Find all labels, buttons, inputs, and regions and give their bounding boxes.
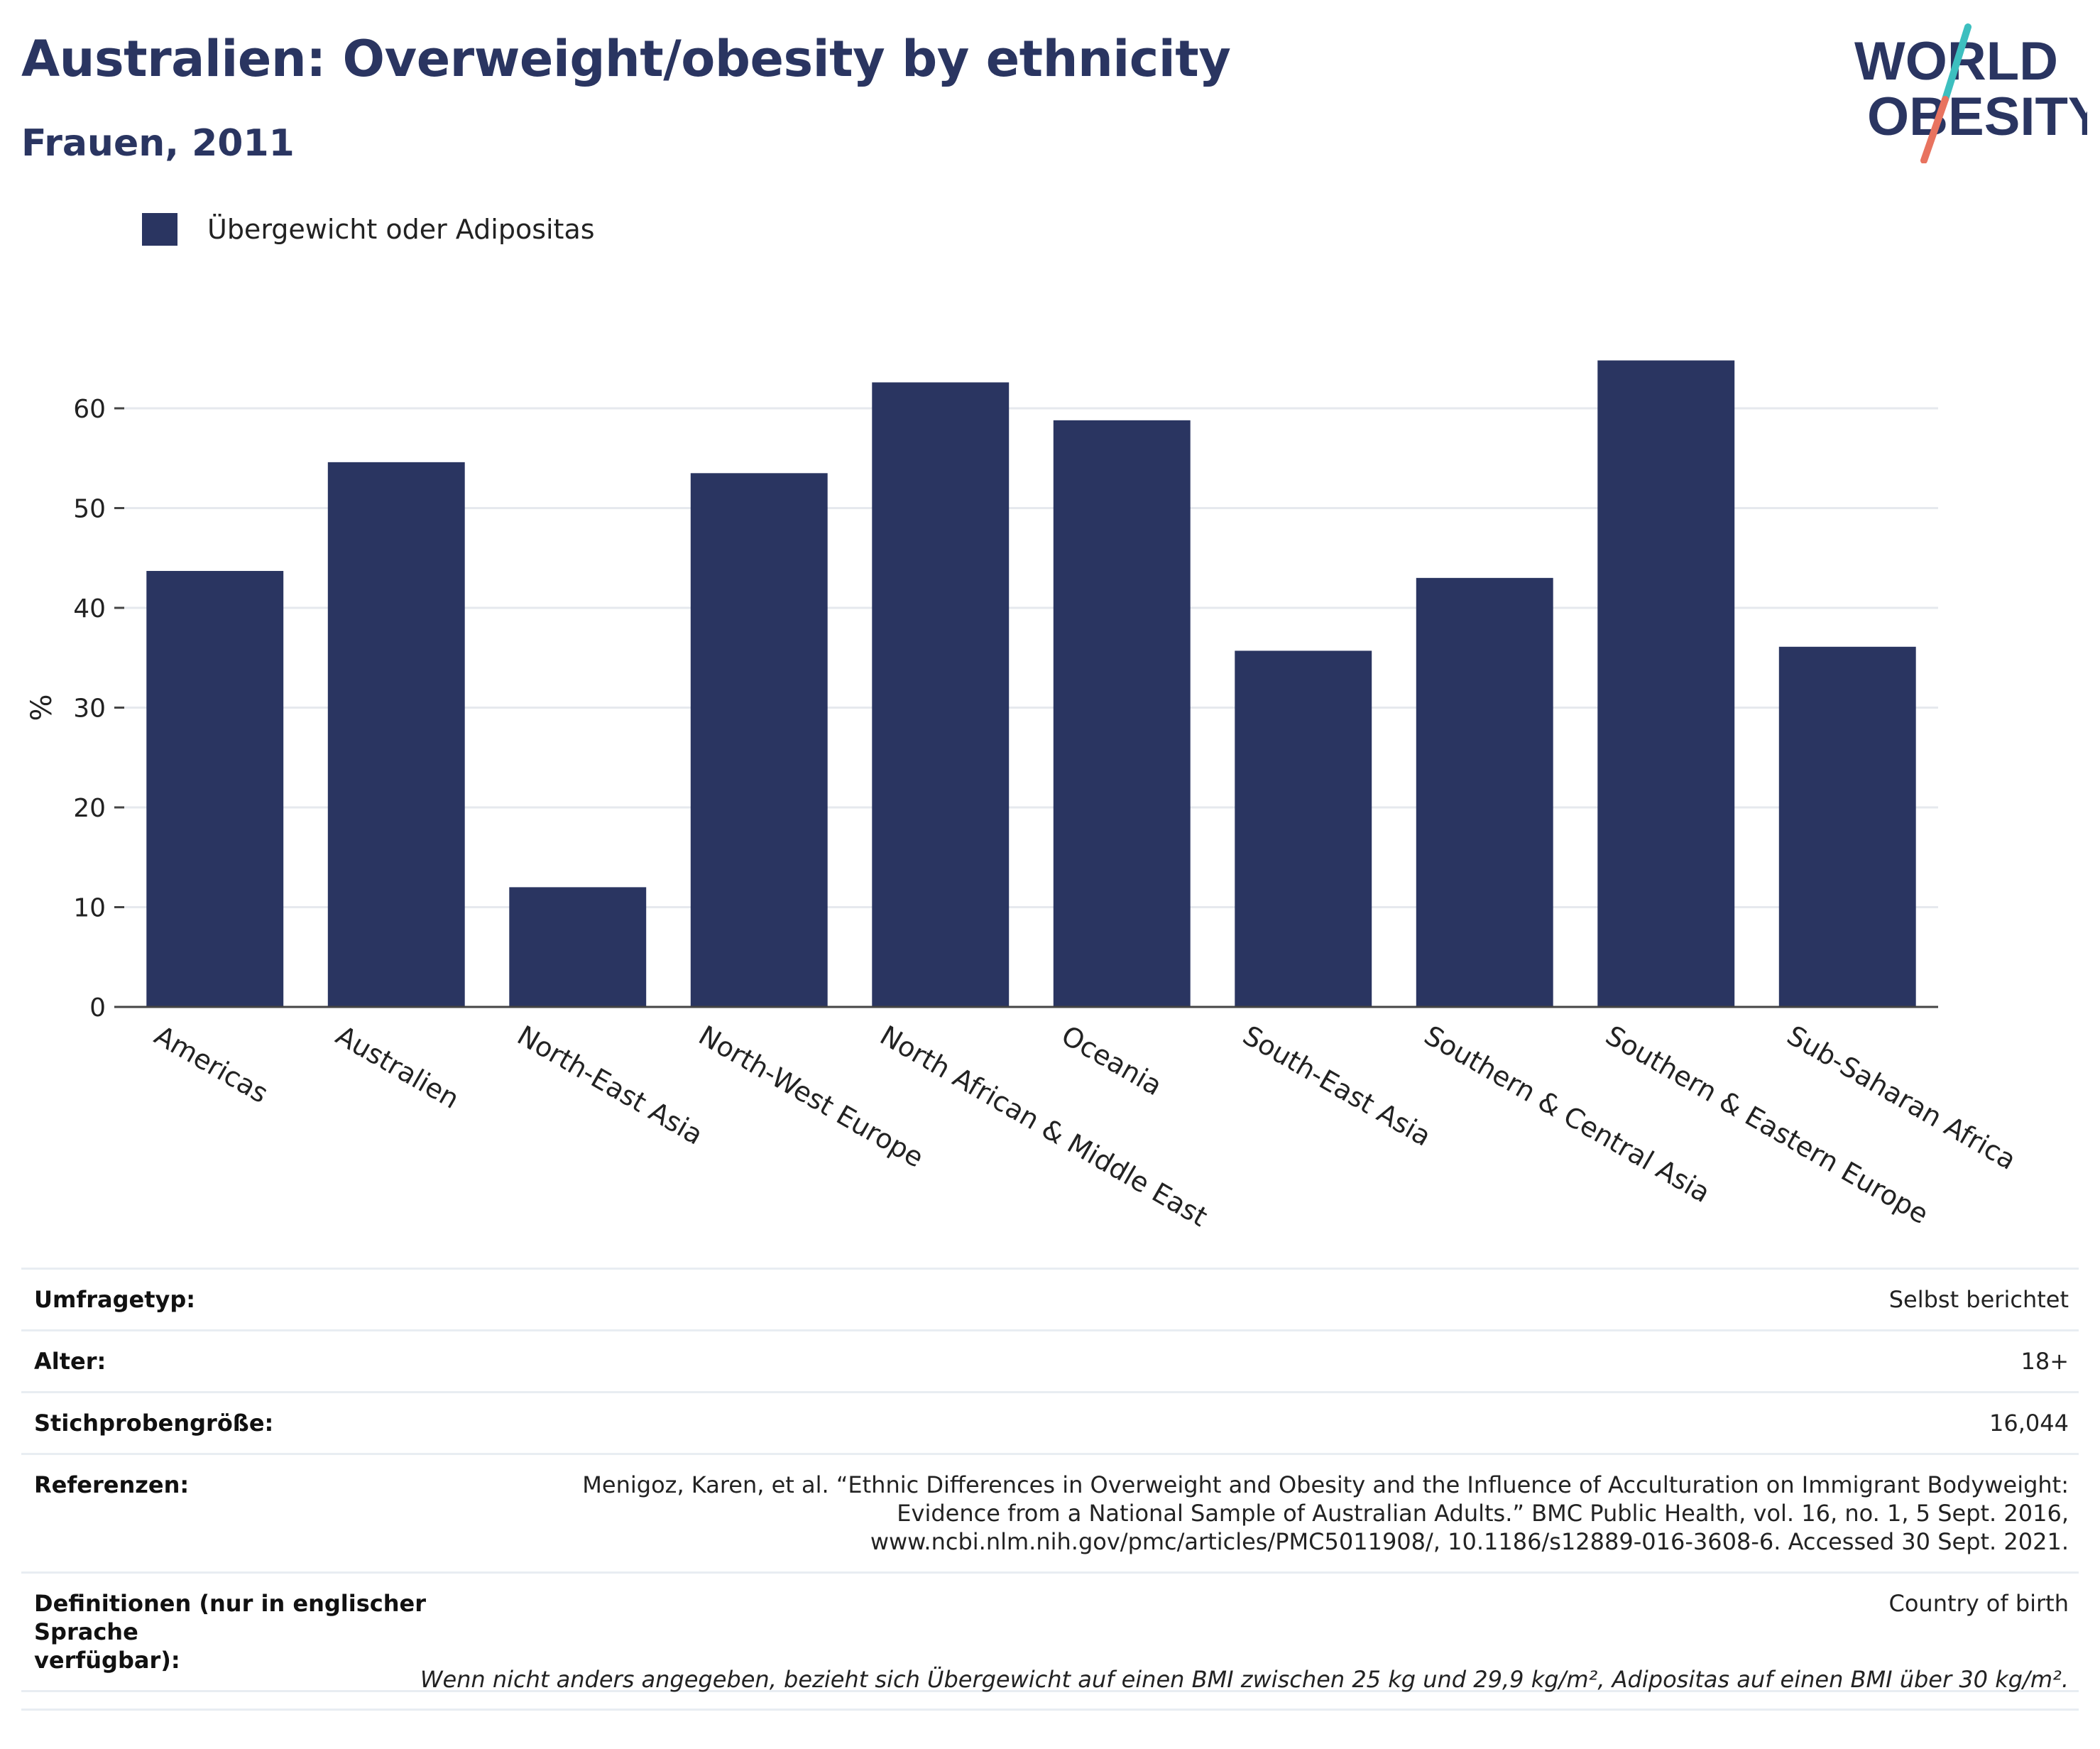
logo-line-2: OBESITY <box>1867 87 2087 147</box>
bar <box>509 887 647 1007</box>
x-tick-label: Australien <box>331 1020 465 1115</box>
logo-slash-bottom <box>1920 96 1949 163</box>
info-row-sample-size: Stichprobengröße: 16,044 <box>21 1393 2079 1455</box>
y-tick-label: 10 <box>73 894 106 923</box>
y-tick-label: 20 <box>73 794 106 823</box>
chart-subtitle: Frauen, 2011 <box>21 122 295 165</box>
y-tick-label: 40 <box>73 594 106 623</box>
chart-title: Australien: Overweight/obesity by ethnic… <box>21 30 1231 88</box>
x-tick-label: North-East Asia <box>512 1020 708 1151</box>
bar <box>146 571 284 1007</box>
y-tick-label: 60 <box>73 395 106 424</box>
bar <box>690 473 828 1007</box>
chart-legend: Übergewicht oder Adipositas <box>142 212 595 247</box>
reference-line: www.ncbi.nlm.nih.gov/pmc/articles/PMC501… <box>870 1528 2069 1555</box>
info-row-definitions: Definitionen (nur in englischer Sprache … <box>21 1574 2079 1692</box>
world-obesity-logo: WORLD OBESITY <box>1854 23 2087 163</box>
info-label: Umfragetyp: <box>34 1286 196 1313</box>
info-row-references: Referenzen: Menigoz, Karen, et al. “Ethn… <box>21 1455 2079 1574</box>
reference-line: Evidence from a National Sample of Austr… <box>897 1500 2069 1527</box>
x-tick-label: North African & Middle East <box>875 1020 1213 1233</box>
info-row-age: Alter: 18+ <box>21 1331 2079 1393</box>
y-tick-label: 50 <box>73 495 106 524</box>
info-value: Selbst berichtet <box>1888 1286 2069 1313</box>
info-label: Alter: <box>34 1348 106 1375</box>
info-table: Umfragetyp: Selbst berichtet Alter: 18+ … <box>21 1268 2079 1692</box>
definitions-label-line: verfügbar): <box>34 1647 180 1674</box>
legend-label: Übergewicht oder Adipositas <box>207 214 595 245</box>
bar <box>1597 360 1735 1007</box>
reference-line: Menigoz, Karen, et al. “Ethnic Differenc… <box>582 1471 2069 1498</box>
info-value: 18+ <box>2020 1348 2069 1375</box>
footnote-text: Wenn nicht anders angegeben, bezieht sic… <box>420 1666 2069 1693</box>
info-value-references: Menigoz, Karen, et al. “Ethnic Differenc… <box>582 1471 2069 1556</box>
logo-slash-top <box>1942 23 1972 103</box>
x-tick-label: Americas <box>149 1020 273 1109</box>
bar <box>872 382 1010 1007</box>
y-axis-label: % <box>26 694 58 721</box>
y-tick-label: 0 <box>89 993 106 1023</box>
bar <box>1235 650 1372 1007</box>
info-value: Country of birth <box>1888 1590 2069 1617</box>
y-tick-label: 30 <box>73 694 106 724</box>
footnote: Wenn nicht anders angegeben, bezieht sic… <box>21 1655 2079 1711</box>
bar-chart: 0 10 20 30 40 50 60% Americas Australien North-Ea… <box>26 360 2021 1233</box>
legend-swatch <box>142 213 177 246</box>
info-value: 16,044 <box>1989 1410 2069 1437</box>
definitions-label-line: Definitionen (nur in englischer Sprache <box>34 1590 426 1645</box>
info-row-survey-type: Umfragetyp: Selbst berichtet <box>21 1270 2079 1331</box>
x-tick-label: Southern & Eastern Europe <box>1600 1020 1934 1230</box>
info-label: Stichprobengröße: <box>34 1410 274 1437</box>
bar <box>1778 646 1916 1007</box>
x-tick-label: South-East Asia <box>1237 1020 1436 1153</box>
info-label-definitions: Definitionen (nur in englischer Sprache … <box>34 1589 531 1674</box>
x-tick-label: Southern & Central Asia <box>1419 1020 1716 1209</box>
bar <box>327 462 465 1007</box>
info-label: Referenzen: <box>34 1471 190 1498</box>
x-tick-label: Oceania <box>1056 1020 1168 1102</box>
bar <box>1416 577 1553 1007</box>
bar <box>1053 420 1191 1007</box>
